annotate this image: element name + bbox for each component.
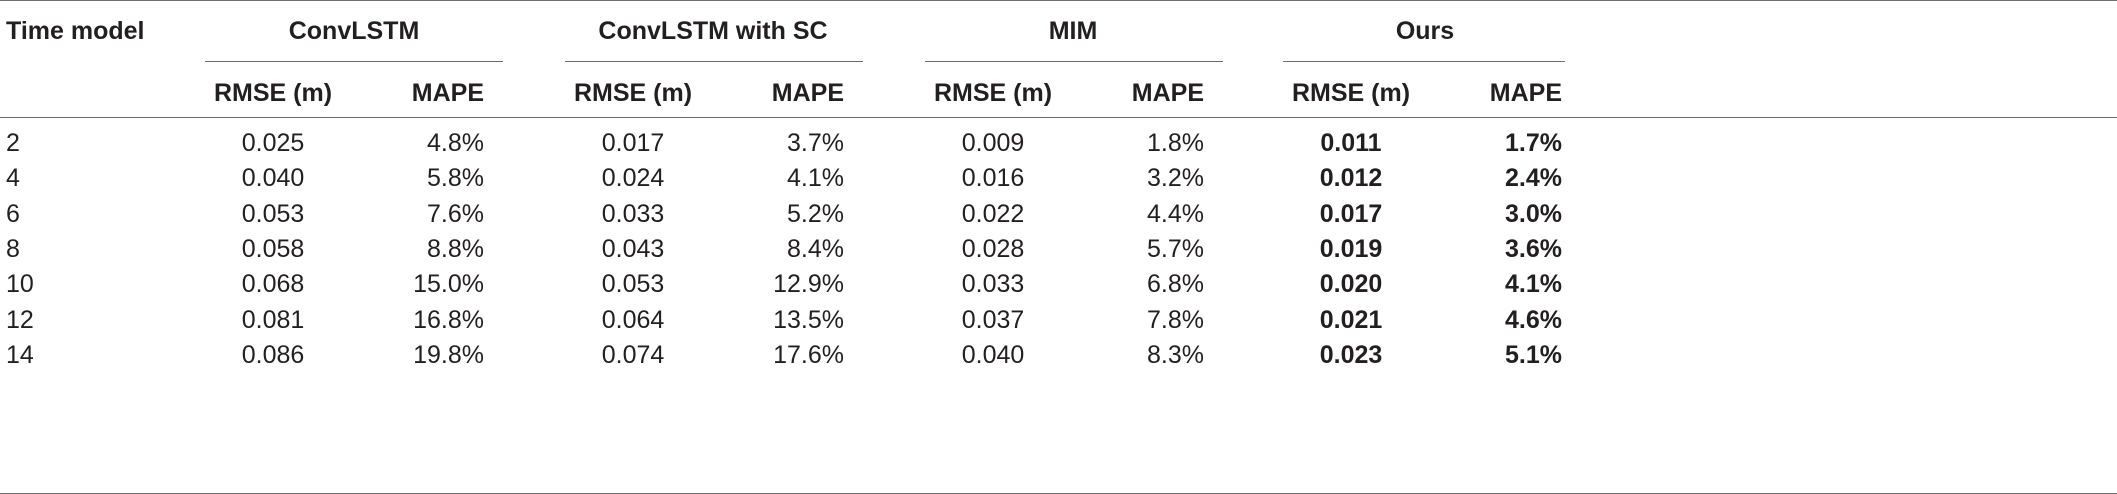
subheader-mape: MAPE bbox=[1131, 79, 1204, 107]
rmse-cell: 0.024 bbox=[601, 164, 665, 192]
mape-cell: 5.8% bbox=[427, 164, 484, 192]
mape-cell: 19.8% bbox=[413, 341, 484, 369]
rmse-cell: 0.025 bbox=[241, 129, 305, 157]
mape-cell: 3.6% bbox=[1505, 235, 1562, 263]
rmse-cell: 0.020 bbox=[1319, 270, 1383, 298]
corner-header: Time model bbox=[6, 17, 145, 45]
mape-cell: 3.7% bbox=[787, 129, 844, 157]
time-model-cell: 8 bbox=[6, 235, 20, 263]
rmse-cell: 0.086 bbox=[241, 341, 305, 369]
time-model-cell: 2 bbox=[6, 129, 20, 157]
rmse-cell: 0.011 bbox=[1320, 129, 1382, 157]
subheader-rmse: RMSE (m) bbox=[573, 79, 693, 107]
mape-cell: 3.0% bbox=[1505, 200, 1562, 228]
mape-cell: 4.6% bbox=[1505, 306, 1562, 334]
subheader-mape: MAPE bbox=[771, 79, 844, 107]
mape-cell: 6.8% bbox=[1147, 270, 1204, 298]
time-model-cell: 4 bbox=[6, 164, 20, 192]
group-header-convlstm-sc: ConvLSTM with SC bbox=[598, 17, 828, 45]
subheader-rmse: RMSE (m) bbox=[1291, 79, 1411, 107]
rmse-cell: 0.009 bbox=[961, 129, 1025, 157]
subheader-mape: MAPE bbox=[411, 79, 484, 107]
mape-cell: 13.5% bbox=[773, 306, 844, 334]
mape-cell: 5.1% bbox=[1505, 341, 1562, 369]
rmse-cell: 0.064 bbox=[601, 306, 665, 334]
mape-cell: 7.6% bbox=[427, 200, 484, 228]
rmse-cell: 0.053 bbox=[601, 270, 665, 298]
group-header-convlstm: ConvLSTM bbox=[288, 17, 420, 45]
rmse-cell: 0.022 bbox=[961, 200, 1025, 228]
rmse-cell: 0.081 bbox=[241, 306, 305, 334]
mape-cell: 4.4% bbox=[1147, 200, 1204, 228]
mape-cell: 12.9% bbox=[773, 270, 844, 298]
group-rule-convlstm-sc bbox=[565, 61, 863, 62]
group-rule-convlstm bbox=[205, 61, 503, 62]
mape-cell: 2.4% bbox=[1505, 164, 1562, 192]
rmse-cell: 0.037 bbox=[961, 306, 1025, 334]
time-model-cell: 6 bbox=[6, 200, 20, 228]
group-header-mim: MIM bbox=[1048, 17, 1098, 45]
subheader-mape: MAPE bbox=[1489, 79, 1562, 107]
group-header-ours: Ours bbox=[1395, 17, 1455, 45]
mape-cell: 15.0% bbox=[413, 270, 484, 298]
mape-cell: 17.6% bbox=[773, 341, 844, 369]
rmse-cell: 0.033 bbox=[961, 270, 1025, 298]
mape-cell: 4.1% bbox=[787, 164, 844, 192]
mape-cell: 7.8% bbox=[1147, 306, 1204, 334]
time-model-cell: 12 bbox=[6, 306, 34, 334]
rmse-cell: 0.040 bbox=[241, 164, 305, 192]
mape-cell: 5.2% bbox=[787, 200, 844, 228]
mape-cell: 16.8% bbox=[413, 306, 484, 334]
rmse-cell: 0.019 bbox=[1319, 235, 1383, 263]
rmse-cell: 0.058 bbox=[241, 235, 305, 263]
subheader-rmse: RMSE (m) bbox=[933, 79, 1053, 107]
rmse-cell: 0.043 bbox=[601, 235, 665, 263]
time-model-cell: 14 bbox=[6, 341, 34, 369]
mape-cell: 1.8% bbox=[1147, 129, 1204, 157]
mape-cell: 4.1% bbox=[1505, 270, 1562, 298]
rmse-cell: 0.068 bbox=[241, 270, 305, 298]
top-rule bbox=[0, 0, 2117, 1]
mape-cell: 3.2% bbox=[1147, 164, 1204, 192]
rmse-cell: 0.053 bbox=[241, 200, 305, 228]
group-rule-mim bbox=[925, 61, 1223, 62]
rmse-cell: 0.033 bbox=[601, 200, 665, 228]
mape-cell: 8.3% bbox=[1147, 341, 1204, 369]
mape-cell: 5.7% bbox=[1147, 235, 1204, 263]
rmse-cell: 0.028 bbox=[961, 235, 1025, 263]
rmse-cell: 0.017 bbox=[601, 129, 665, 157]
mape-cell: 1.7% bbox=[1505, 129, 1562, 157]
time-model-cell: 10 bbox=[6, 270, 34, 298]
mape-cell: 8.4% bbox=[787, 235, 844, 263]
subheader-rmse: RMSE (m) bbox=[213, 79, 333, 107]
header-rule bbox=[0, 117, 2117, 118]
rmse-cell: 0.040 bbox=[961, 341, 1025, 369]
mape-cell: 4.8% bbox=[427, 129, 484, 157]
mape-cell: 8.8% bbox=[427, 235, 484, 263]
rmse-cell: 0.016 bbox=[961, 164, 1025, 192]
rmse-cell: 0.012 bbox=[1319, 164, 1383, 192]
rmse-cell: 0.074 bbox=[601, 341, 665, 369]
rmse-cell: 0.021 bbox=[1319, 306, 1383, 334]
rmse-cell: 0.023 bbox=[1319, 341, 1383, 369]
rmse-cell: 0.017 bbox=[1319, 200, 1383, 228]
group-rule-ours bbox=[1283, 61, 1565, 62]
